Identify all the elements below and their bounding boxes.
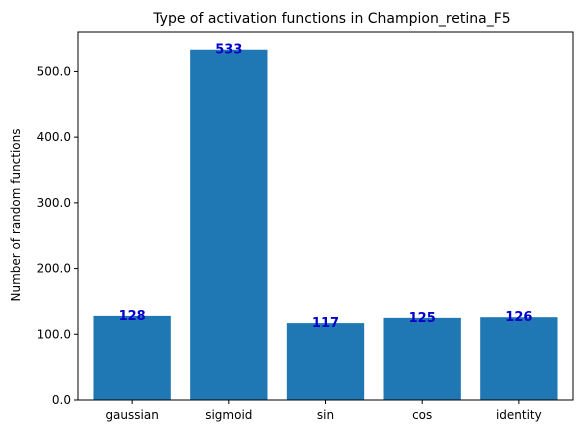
- plot-area: 128 gaussian 533 sigmoid 117 sin 125 cos 126 iden…: [37, 31, 574, 422]
- y-tick-label: 400.0: [37, 130, 71, 144]
- bar-sigmoid: [190, 49, 268, 401]
- y-tick-label: 300.0: [37, 196, 71, 210]
- data-label-sigmoid: 533: [215, 43, 242, 58]
- bar-cos: [383, 317, 461, 400]
- x-tick-label-sigmoid: sigmoid: [205, 408, 252, 422]
- axes-frame: [77, 31, 574, 401]
- x-tick-label-identity: identity: [496, 408, 542, 422]
- x-tick-label-gaussian: gaussian: [105, 408, 158, 422]
- bar-identity: [480, 317, 558, 400]
- data-label-sin: 117: [312, 316, 339, 331]
- bar-sin: [286, 323, 365, 400]
- x-tick-label-cos: cos: [412, 408, 432, 422]
- chart-title: Type of activation functions in Champion…: [152, 11, 510, 27]
- y-axis-label: Number of random functions: [9, 128, 23, 301]
- data-label-identity: 126: [505, 310, 532, 325]
- x-tick-label-sin: sin: [317, 408, 334, 422]
- data-label-cos: 125: [409, 311, 436, 326]
- y-tick-label: 0.0: [52, 393, 71, 407]
- y-tick-label: 100.0: [37, 327, 71, 341]
- data-label-gaussian: 128: [119, 309, 146, 324]
- y-tick-label: 500.0: [37, 64, 71, 78]
- y-tick-label: 200.0: [37, 262, 71, 276]
- bar-gaussian: [93, 315, 171, 400]
